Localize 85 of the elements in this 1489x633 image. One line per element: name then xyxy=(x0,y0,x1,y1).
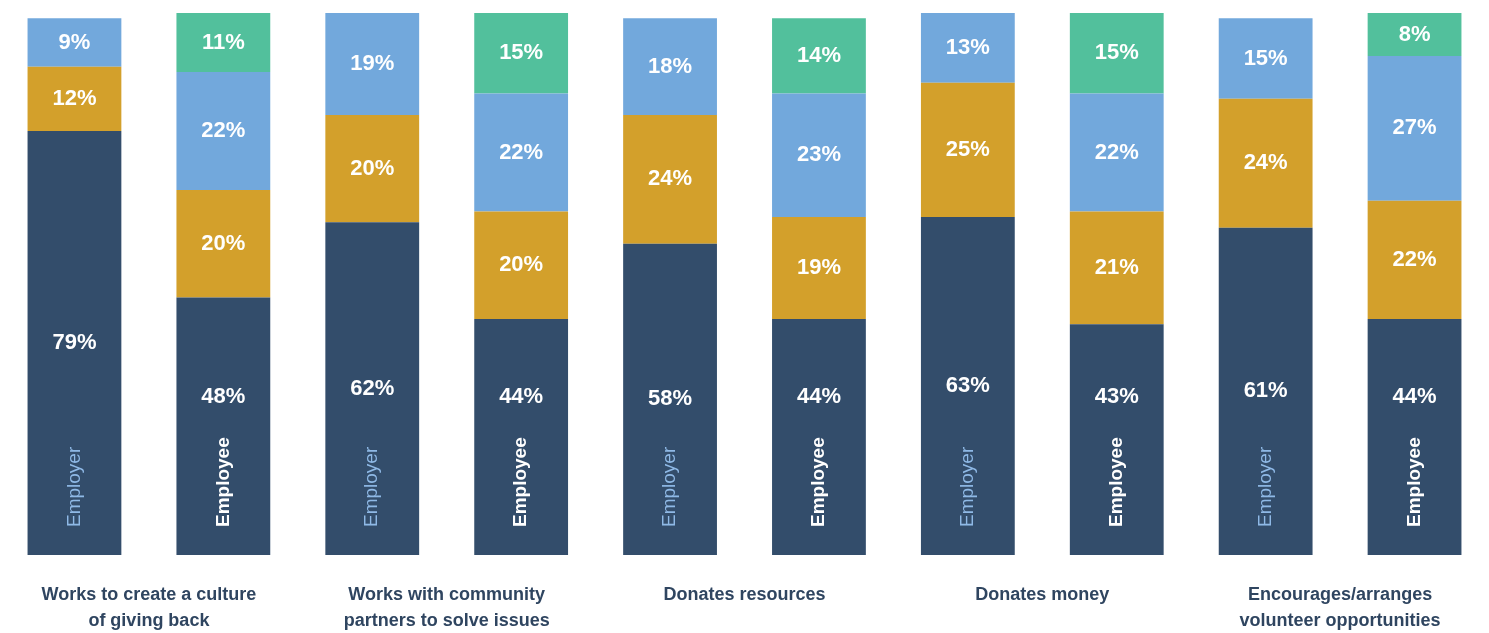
bar xyxy=(1069,13,1164,94)
data-label: 18% xyxy=(648,52,693,78)
x-tick-label: Employer xyxy=(360,446,382,527)
x-tick-label: Employee xyxy=(211,437,233,527)
data-label: 15% xyxy=(499,39,544,65)
bar xyxy=(176,297,271,555)
text: Works to create a culture of giving back xyxy=(41,583,257,630)
bar xyxy=(1367,200,1462,319)
text: Works with community partners to solve issues xyxy=(343,583,550,630)
data-label: 21% xyxy=(1094,253,1139,279)
data-label: 27% xyxy=(1392,114,1437,140)
bar xyxy=(1218,98,1313,228)
data-label: 20% xyxy=(499,251,544,277)
data-label: 44% xyxy=(1392,383,1437,409)
x-tick-label: Employee xyxy=(1402,437,1424,527)
data-label: 22% xyxy=(201,117,246,143)
bar xyxy=(623,114,717,244)
data-label: 15% xyxy=(1094,39,1139,65)
x-tick-label: Employee xyxy=(1104,437,1126,527)
data-label: 44% xyxy=(499,383,544,409)
bar xyxy=(474,318,569,555)
data-label: 19% xyxy=(350,50,395,76)
data-label: 8% xyxy=(1398,20,1431,46)
bar xyxy=(474,93,569,212)
data-label: 19% xyxy=(796,253,841,279)
bar xyxy=(27,131,122,555)
data-label: 79% xyxy=(52,329,97,355)
data-label: 23% xyxy=(796,141,841,167)
bar xyxy=(920,13,1015,83)
bar xyxy=(474,211,569,319)
bar xyxy=(1367,318,1462,555)
data-label: 14% xyxy=(796,41,841,67)
bar xyxy=(772,216,866,319)
bar xyxy=(623,243,717,555)
bar xyxy=(1367,55,1462,201)
bar xyxy=(772,318,866,555)
x-tick-label: Employer xyxy=(62,446,84,527)
bar xyxy=(474,13,569,94)
text: Donates money xyxy=(975,583,1110,604)
data-label: 22% xyxy=(499,138,544,164)
bar xyxy=(325,222,420,555)
bar xyxy=(772,18,866,94)
data-label: 22% xyxy=(1094,138,1139,164)
x-tick-label: Employee xyxy=(807,437,829,527)
bar xyxy=(1218,227,1313,555)
bar xyxy=(325,13,420,115)
data-label: 48% xyxy=(201,383,246,409)
data-label: 20% xyxy=(350,154,395,180)
data-label: 62% xyxy=(350,374,395,400)
bar xyxy=(176,72,271,191)
bar xyxy=(920,82,1015,217)
bar xyxy=(623,18,717,115)
x-tick-label: Employer xyxy=(1253,446,1275,527)
data-label: 9% xyxy=(58,28,91,54)
bar xyxy=(1069,324,1164,555)
data-label: 20% xyxy=(201,229,246,255)
bar xyxy=(1069,211,1164,325)
data-label: 22% xyxy=(1392,245,1437,271)
text: Donates resources xyxy=(663,583,826,604)
data-label: 43% xyxy=(1094,383,1139,409)
data-label: 11% xyxy=(201,28,245,54)
bar xyxy=(920,216,1015,555)
x-tick-label: Employee xyxy=(509,437,531,527)
bar xyxy=(772,93,866,217)
data-label: 63% xyxy=(945,372,990,398)
data-label: 25% xyxy=(945,135,990,161)
data-label: 58% xyxy=(648,385,693,411)
x-tick-label: Employer xyxy=(658,446,680,527)
bar xyxy=(176,190,271,298)
x-tick-label: Employer xyxy=(956,446,978,527)
bar xyxy=(1218,18,1313,99)
bar xyxy=(1069,93,1164,212)
bar xyxy=(1367,13,1462,56)
data-label: 24% xyxy=(648,165,693,191)
data-label: 44% xyxy=(796,383,841,409)
data-label: 24% xyxy=(1243,149,1288,175)
data-label: 15% xyxy=(1243,44,1288,70)
text: Encourages/arranges volunteer opportunities xyxy=(1239,583,1441,630)
bar xyxy=(176,13,271,73)
bar xyxy=(27,66,122,132)
bar xyxy=(27,18,122,67)
data-label: 61% xyxy=(1243,377,1288,403)
bar xyxy=(325,114,420,223)
data-label: 13% xyxy=(945,33,990,59)
data-label: 12% xyxy=(52,84,97,110)
